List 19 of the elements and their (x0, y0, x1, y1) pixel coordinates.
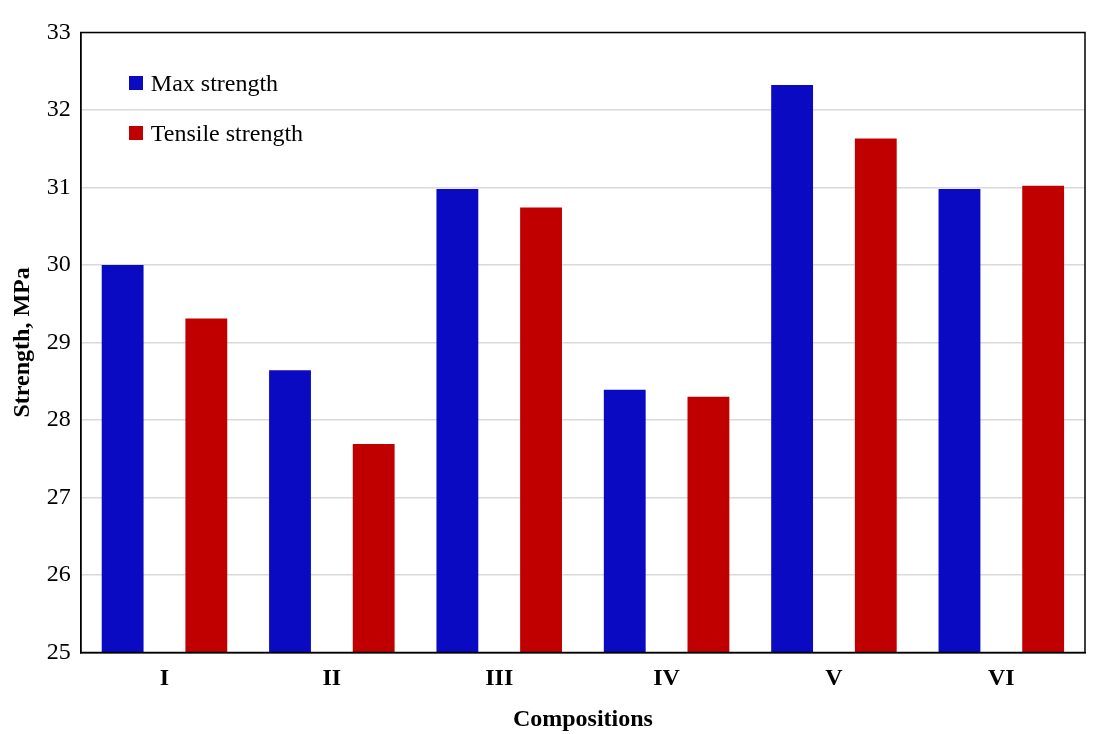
y-tick-label: 32 (46, 95, 71, 122)
y-tick-label: 33 (46, 17, 71, 44)
y-tick-label: 28 (46, 405, 71, 432)
x-tick-label: II (322, 664, 342, 690)
y-tick-label: 26 (46, 560, 71, 587)
x-tick-label: IV (653, 664, 681, 690)
x-tick-label: III (485, 664, 514, 690)
y-tick-label: 27 (46, 482, 71, 509)
x-axis-title: Compositions (512, 704, 653, 731)
legend-label: Max strength (150, 69, 279, 97)
y-tick-label: 29 (46, 327, 71, 354)
y-tick-label: 25 (46, 637, 71, 664)
x-tick-label: VI (987, 664, 1015, 690)
x-tick-label: V (825, 664, 844, 690)
y-axis-title: Strength, MPa (7, 267, 34, 418)
y-tick-label: 31 (46, 172, 71, 199)
legend-label: Tensile strength (150, 119, 304, 147)
x-tick-label: I (159, 664, 170, 690)
y-tick-label: 30 (46, 250, 71, 277)
